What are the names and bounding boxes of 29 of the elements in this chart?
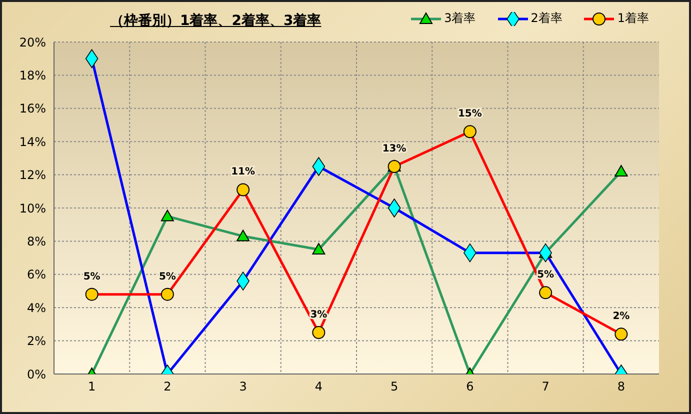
data-label: 5%: [158, 271, 176, 282]
y-tick-label: 4%: [26, 300, 46, 315]
y-tick-label: 8%: [26, 234, 46, 248]
x-tick-label: 3: [239, 380, 247, 394]
data-label: 5%: [83, 271, 100, 282]
y-tick-label: 0%: [26, 367, 46, 382]
y-tick-label: 18%: [19, 68, 46, 82]
x-tick-label: 5: [390, 380, 398, 394]
y-tick-label: 6%: [26, 268, 46, 282]
y-tick-label: 20%: [19, 35, 46, 50]
data-label: 15%: [458, 108, 482, 120]
legend-label: 3着率: [444, 10, 476, 27]
x-tick-label: 2: [164, 380, 172, 394]
y-tick-label: 12%: [19, 168, 46, 182]
y-tick-label: 14%: [19, 134, 46, 149]
chart-title: （枠番別）1着率、2着率、3着率: [110, 12, 322, 30]
data-label: 11%: [231, 166, 256, 178]
x-tick-label: 1: [88, 380, 96, 394]
y-tick-label: 2%: [26, 334, 46, 348]
x-tick-label: 8: [617, 380, 626, 394]
data-label: 13%: [382, 144, 406, 154]
y-tick-label: 10%: [19, 201, 46, 216]
data-label: 2%: [612, 311, 630, 322]
legend-label: 2着率: [530, 10, 562, 27]
x-tick-label: 4: [314, 380, 323, 394]
x-tick-label: 7: [542, 380, 550, 394]
x-tick-label: 6: [466, 380, 474, 394]
legend-label: 1着率: [617, 10, 649, 27]
y-tick-label: 16%: [19, 102, 46, 116]
